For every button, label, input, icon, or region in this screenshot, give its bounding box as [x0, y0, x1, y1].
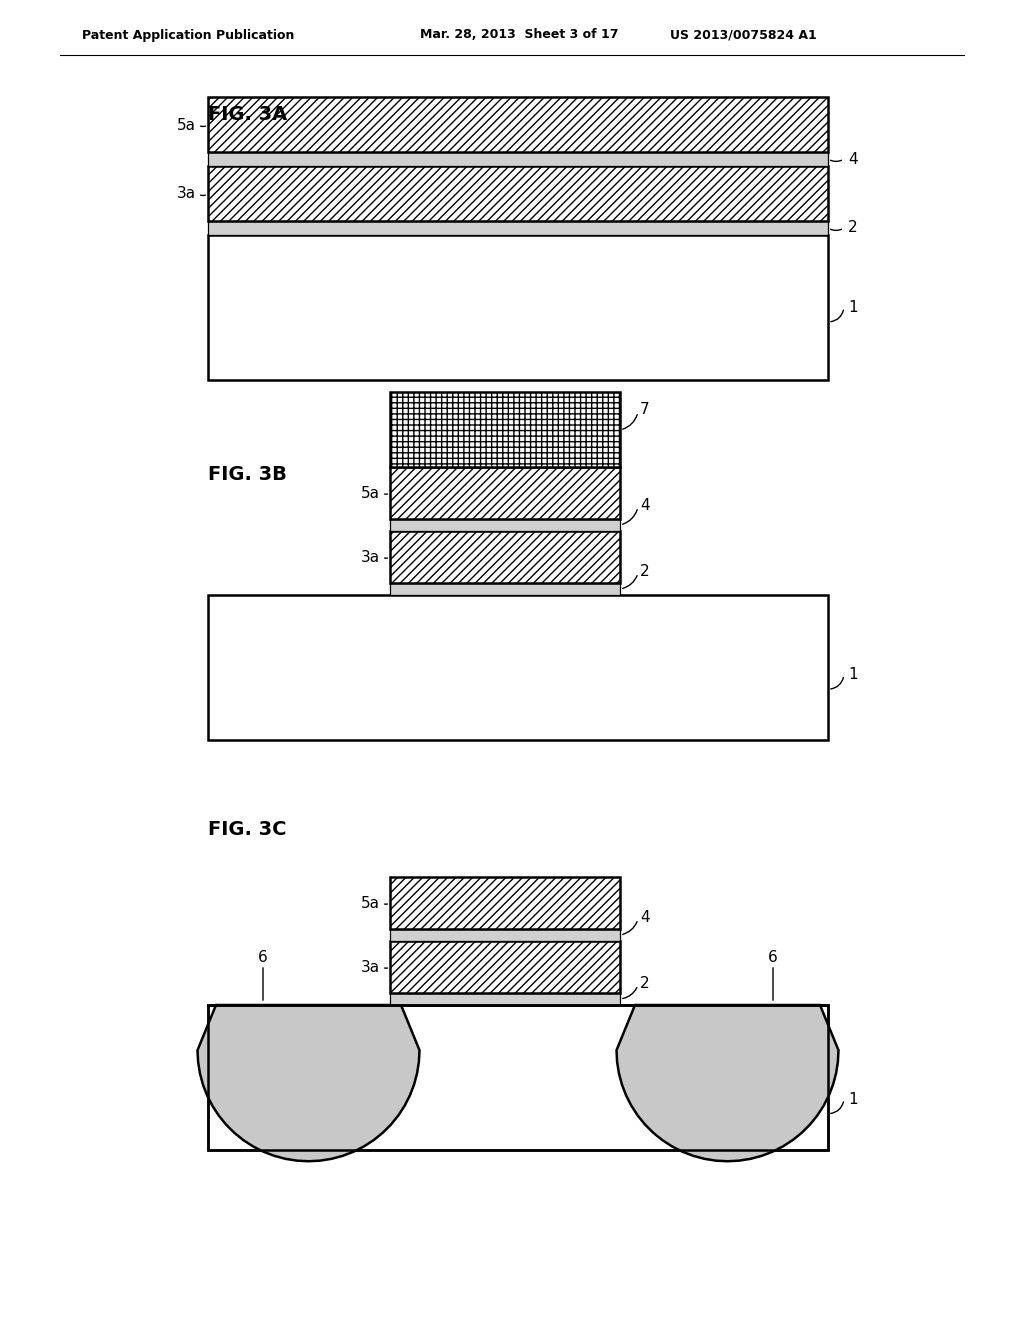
Text: 6: 6	[258, 950, 268, 965]
Bar	[208, 235, 828, 380]
Text: FIG. 3B: FIG. 3B	[208, 465, 287, 484]
Bar	[208, 595, 828, 741]
PathPatch shape	[198, 1005, 420, 1162]
Bar	[390, 941, 620, 993]
Text: Mar. 28, 2013  Sheet 3 of 17: Mar. 28, 2013 Sheet 3 of 17	[420, 29, 618, 41]
Bar	[390, 993, 620, 1005]
Text: FIG. 3A: FIG. 3A	[208, 106, 288, 124]
Text: Patent Application Publication: Patent Application Publication	[82, 29, 294, 41]
Bar	[390, 467, 620, 519]
Bar	[390, 392, 620, 467]
Text: 2: 2	[640, 975, 649, 990]
Bar	[208, 166, 828, 220]
Text: 2: 2	[640, 564, 649, 578]
Bar	[390, 876, 620, 929]
Text: 3a: 3a	[360, 549, 380, 565]
Text: 1: 1	[848, 1092, 858, 1106]
PathPatch shape	[616, 1005, 839, 1162]
Text: 7: 7	[640, 403, 649, 417]
Text: 4: 4	[848, 152, 858, 166]
Bar	[390, 929, 620, 941]
Text: 2: 2	[848, 220, 858, 235]
Text: 5a: 5a	[177, 117, 196, 132]
Bar	[390, 531, 620, 583]
Bar	[390, 519, 620, 531]
Text: 1: 1	[848, 300, 858, 315]
Text: 5a: 5a	[361, 486, 380, 500]
Bar	[208, 1005, 828, 1150]
Bar	[208, 96, 828, 152]
Text: 4: 4	[640, 909, 649, 924]
Bar	[208, 152, 828, 166]
Text: 5a: 5a	[361, 895, 380, 911]
Bar	[208, 220, 828, 235]
Text: 1: 1	[848, 667, 858, 682]
Text: 6: 6	[768, 950, 778, 965]
Text: 3a: 3a	[177, 186, 196, 202]
Text: 3a: 3a	[360, 960, 380, 974]
Text: FIG. 3C: FIG. 3C	[208, 820, 287, 840]
Bar	[390, 583, 620, 595]
Text: US 2013/0075824 A1: US 2013/0075824 A1	[670, 29, 817, 41]
Text: 4: 4	[640, 498, 649, 512]
Bar	[208, 1005, 828, 1150]
